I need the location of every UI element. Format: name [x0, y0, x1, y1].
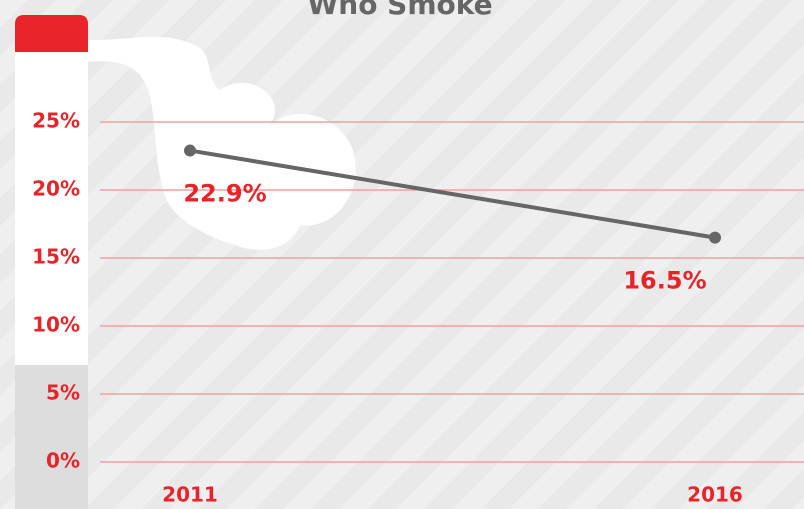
y-tick-label: 15% [32, 245, 80, 269]
x-tick-label: 2011 [162, 483, 218, 507]
y-tick-label: 5% [46, 381, 80, 405]
smoke [88, 36, 356, 250]
cigarette-filter [15, 365, 88, 509]
cigarette-tip [15, 15, 88, 52]
line [189, 148, 716, 240]
point [709, 231, 721, 244]
y-tick-label: 25% [32, 109, 80, 133]
value-label: 16.5% [623, 267, 706, 295]
x-tick-label: 2016 [687, 483, 743, 507]
value-label: 22.9% [183, 180, 266, 208]
chart-title: Who Smoke [307, 0, 492, 21]
y-tick-label: 10% [32, 313, 80, 337]
point [184, 144, 196, 157]
y-tick-label: 20% [32, 177, 80, 201]
y-tick-label: 0% [46, 449, 80, 473]
cigarette-paper [15, 45, 88, 365]
